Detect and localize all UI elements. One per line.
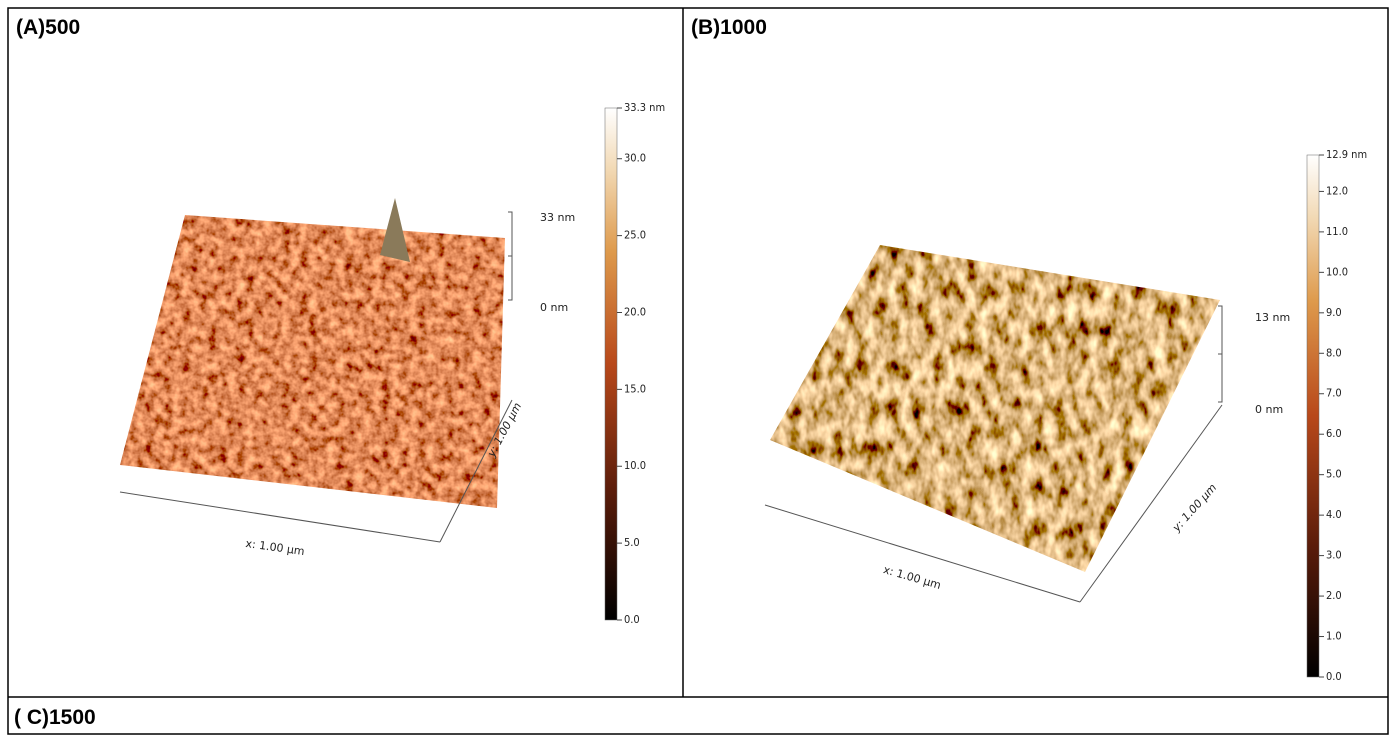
colorbar-tick-label: 5.0 [1326, 468, 1342, 481]
surface-peak [380, 198, 410, 262]
z-axis-label: 0 nm [540, 301, 568, 314]
x-axis [764, 504, 1081, 603]
colorbar [1306, 154, 1320, 678]
z-axis-label: 0 nm [1255, 403, 1283, 416]
table-border [7, 7, 1389, 735]
colorbar-tick-label: 8.0 [1326, 346, 1342, 359]
x-axis [119, 491, 441, 543]
colorbar-tick-label: 11.0 [1326, 225, 1348, 238]
x-axis-label: x: 1.00 µm [245, 537, 306, 558]
afm-surface [120, 215, 505, 508]
colorbar-tick-label: 20.0 [624, 305, 646, 318]
colorbar-tick-label: 12.0 [1326, 184, 1348, 197]
colorbar [604, 107, 618, 621]
colorbar-tick-label: 9.0 [1326, 306, 1342, 319]
colorbar-tick-label: 7.0 [1326, 387, 1342, 400]
colorbar-tick-label: 25.0 [624, 229, 646, 242]
colorbar-tick-label: 2.0 [1326, 589, 1342, 602]
colorbar-tick-label: 5.0 [624, 536, 640, 549]
z-axis [1218, 305, 1223, 403]
y-axis [1079, 404, 1223, 603]
colorbar-tick-label: 12.9 nm [1326, 148, 1367, 161]
cell-label: (B)1000 [691, 16, 767, 39]
colorbar-tick-label: 10.0 [624, 459, 646, 472]
colorbar-tick-label: 10.0 [1326, 265, 1348, 278]
x-axis-label: x: 1.00 µm [882, 563, 943, 592]
colorbar-tick-label: 4.0 [1326, 508, 1342, 521]
colorbar-tick-label: 1.0 [1326, 630, 1342, 643]
colorbar-tick-label: 15.0 [624, 382, 646, 395]
cell-label: (A)500 [16, 16, 80, 39]
y-axis [439, 399, 513, 543]
cell-label: ( C)1500 [14, 706, 96, 729]
colorbar-tick-label: 30.0 [624, 152, 646, 165]
colorbar-tick-label: 0.0 [1326, 670, 1342, 683]
z-axis [508, 211, 513, 301]
y-axis-label: y: 1.00 µm [1169, 481, 1219, 535]
z-axis-label: 33 nm [540, 211, 575, 224]
colorbar-tick-label: 33.3 nm [624, 101, 665, 114]
colorbar-tick-label: 0.0 [624, 613, 640, 626]
afm-surface [770, 245, 1220, 572]
colorbar-tick-label: 6.0 [1326, 427, 1342, 440]
colorbar-tick-label: 3.0 [1326, 549, 1342, 562]
z-axis-label: 13 nm [1255, 311, 1290, 324]
